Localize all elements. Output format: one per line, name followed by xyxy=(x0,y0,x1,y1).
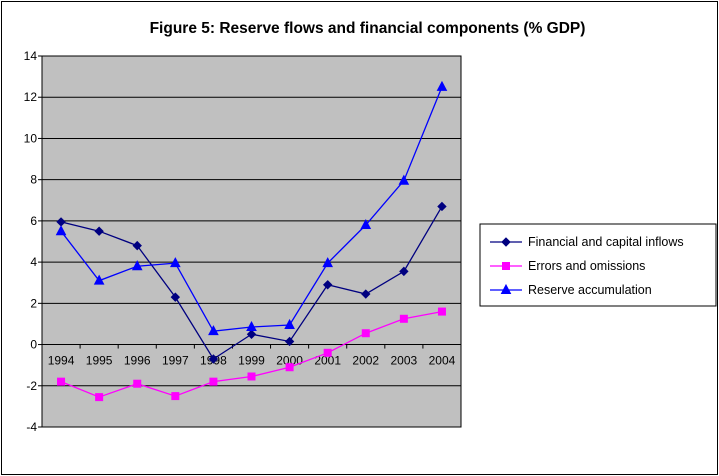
y-tick-label: 6 xyxy=(30,214,37,228)
data-point-3 xyxy=(398,174,410,185)
legend-label-3: Reserve accumulation xyxy=(528,283,652,297)
y-tick-label: 4 xyxy=(30,255,37,269)
data-point-3 xyxy=(93,274,105,285)
x-tick-label: 2001 xyxy=(314,354,341,368)
y-tick-label: 14 xyxy=(24,49,38,63)
y-tick-label: -4 xyxy=(26,420,37,434)
data-point-3 xyxy=(246,320,257,332)
data-point-3 xyxy=(322,257,334,268)
data-point-1 xyxy=(208,354,219,364)
data-point-2 xyxy=(171,392,180,401)
x-tick-label: 1995 xyxy=(86,354,113,368)
x-tick-label: 2002 xyxy=(352,354,379,368)
data-point-2 xyxy=(247,372,256,381)
data-point-1 xyxy=(170,292,181,302)
data-point-2 xyxy=(361,329,370,338)
y-tick-label: 0 xyxy=(30,338,37,352)
data-point-1 xyxy=(361,289,371,299)
x-tick-label: 1994 xyxy=(48,354,75,368)
legend-marker-1 xyxy=(501,237,511,247)
y-tick-label: 10 xyxy=(24,131,38,145)
chart-title: Figure 5: Reserve flows and financial co… xyxy=(149,20,586,37)
data-point-3 xyxy=(284,318,295,329)
legend-label-1: Financial and capital inflows xyxy=(528,235,684,249)
legend-box xyxy=(479,223,717,307)
data-point-2 xyxy=(95,393,104,402)
data-point-2 xyxy=(399,314,408,323)
data-point-2 xyxy=(323,348,332,357)
x-tick-label: 1996 xyxy=(124,354,151,368)
data-point-1 xyxy=(322,280,333,290)
data-point-3 xyxy=(360,218,372,230)
plot-area xyxy=(41,55,462,428)
data-point-1 xyxy=(437,201,447,212)
data-point-2 xyxy=(57,377,66,386)
data-point-2 xyxy=(437,307,446,316)
x-tick-label: 2003 xyxy=(391,354,418,368)
data-point-1 xyxy=(132,240,142,251)
data-point-2 xyxy=(285,363,294,372)
x-tick-label: 1997 xyxy=(162,354,189,368)
data-point-3 xyxy=(55,225,67,236)
data-point-1 xyxy=(284,336,295,347)
data-point-3 xyxy=(169,257,181,268)
data-point-3 xyxy=(131,260,143,271)
legend-marker-2 xyxy=(502,262,510,270)
data-point-3 xyxy=(436,80,448,91)
y-tick-label: -2 xyxy=(26,379,37,393)
data-point-1 xyxy=(399,266,409,277)
y-tick-label: 12 xyxy=(24,90,38,104)
data-point-3 xyxy=(208,325,219,336)
legend-marker-3 xyxy=(500,283,512,294)
data-point-2 xyxy=(133,379,142,388)
legend-label-2: Errors and omissions xyxy=(528,259,645,273)
y-tick-label: 2 xyxy=(30,296,37,310)
data-point-2 xyxy=(209,377,218,386)
y-tick-label: 8 xyxy=(30,173,37,187)
data-point-1 xyxy=(246,329,257,339)
x-tick-label: 1999 xyxy=(238,354,265,368)
data-point-1 xyxy=(94,226,104,236)
x-tick-label: 2004 xyxy=(429,354,456,368)
